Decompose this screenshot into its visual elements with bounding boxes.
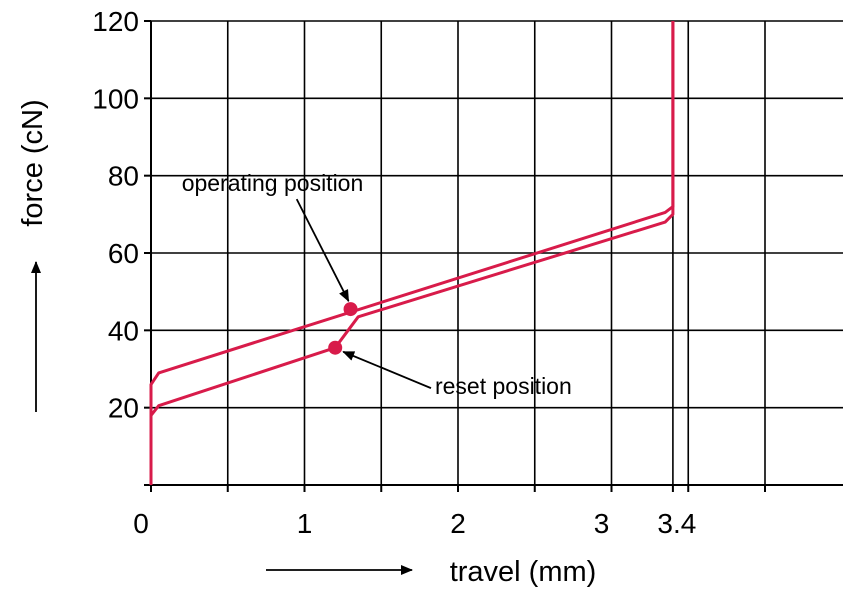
marker-point-1: [343, 302, 358, 317]
x-tick-label: 2: [450, 508, 466, 539]
y-tick-label: 20: [108, 393, 139, 424]
annotation-label-2: reset position: [435, 373, 572, 399]
x-tick-label: 1: [297, 508, 313, 539]
y-tick-label: 80: [108, 161, 139, 192]
annotation-arrow-1: [295, 198, 350, 302]
y-axis-title: force (cN): [17, 99, 49, 226]
annotation-label-1: operating position: [182, 170, 364, 196]
markers: [328, 302, 358, 355]
marker-point-2: [328, 340, 343, 355]
grid-lines: [151, 20, 843, 485]
axes: [144, 20, 843, 492]
x-tick-label: 3: [594, 508, 610, 539]
y-tick-label: 40: [108, 315, 139, 346]
x-tick-label: 3.4: [657, 508, 696, 539]
y-tick-label: 60: [108, 238, 139, 269]
x-axis-title: travel (mm): [450, 556, 597, 588]
y-tick-label: 100: [92, 83, 139, 114]
series-lines: [149, 21, 675, 485]
annotations: operating position reset position: [182, 170, 572, 399]
series-line-2: [149, 21, 675, 485]
x-tick-label: 0: [133, 508, 149, 539]
annotation-arrow-2: [342, 350, 432, 389]
y-tick-label: 120: [92, 6, 139, 37]
tick-labels: 20 40 60 80 100 120 0 1 2 3 3.4: [92, 6, 696, 539]
